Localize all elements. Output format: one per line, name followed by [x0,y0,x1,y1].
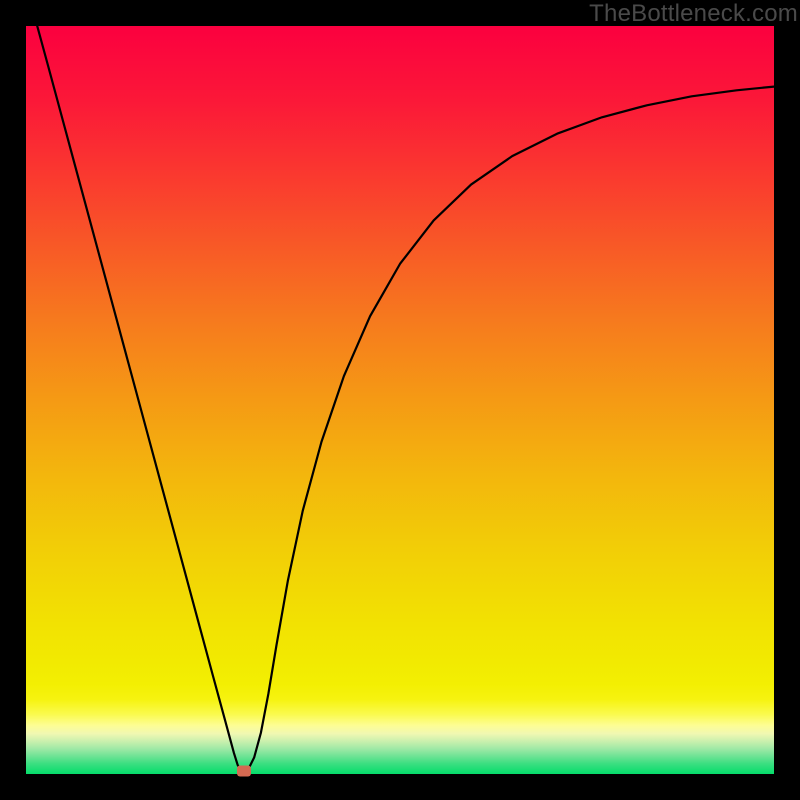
optimal-point-marker [237,765,251,776]
plot-area [26,26,774,774]
watermark-label: TheBottleneck.com [589,0,798,28]
chart-canvas: TheBottleneck.com [0,0,800,800]
bottleneck-curve [26,26,774,774]
